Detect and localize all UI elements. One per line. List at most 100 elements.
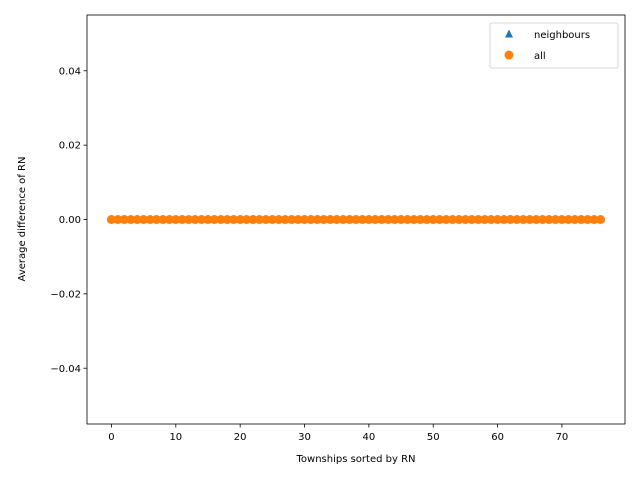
all-point [106, 215, 116, 224]
legend-marker-neighbours [505, 29, 513, 38]
all-point [158, 215, 168, 224]
all-point [139, 215, 149, 224]
all-point [570, 215, 580, 224]
all-point [113, 215, 123, 224]
all-point [325, 215, 335, 224]
all-point [473, 215, 483, 224]
all-point [171, 215, 181, 224]
all-point [357, 215, 367, 224]
x-tick-label: 70 [556, 432, 569, 443]
all-point [254, 215, 264, 224]
all-point [409, 215, 419, 224]
all-point [126, 215, 136, 224]
all-point [312, 215, 322, 224]
all-point [486, 215, 496, 224]
series-all [106, 215, 606, 224]
all-point [518, 215, 528, 224]
y-tick-label: 0.02 [59, 141, 81, 152]
all-point [351, 215, 361, 224]
y-axis-ticks: −0.04 −0.02 0.00 0.02 0.04 [50, 66, 87, 375]
legend-label-all: all [534, 51, 546, 62]
y-axis-label: Average difference of RN [17, 157, 28, 282]
all-point [190, 215, 200, 224]
y-tick-label: 0.04 [59, 66, 81, 77]
all-point [396, 215, 406, 224]
all-point [164, 215, 174, 224]
all-point [293, 215, 303, 224]
all-point [383, 215, 393, 224]
all-point [364, 215, 374, 224]
all-point [402, 215, 412, 224]
all-point [531, 215, 541, 224]
all-point [332, 215, 342, 224]
y-tick-label: −0.04 [50, 364, 81, 375]
all-point [235, 215, 245, 224]
all-point [319, 215, 329, 224]
all-point [583, 215, 593, 224]
all-point [300, 215, 310, 224]
all-point [415, 215, 425, 224]
x-tick-label: 60 [491, 432, 504, 443]
all-point [576, 215, 586, 224]
all-point [267, 215, 277, 224]
all-point [390, 215, 400, 224]
x-axis-label: Townships sorted by RN [295, 454, 415, 465]
all-point [274, 215, 284, 224]
all-point [216, 215, 226, 224]
all-point [145, 215, 155, 224]
all-point [480, 215, 490, 224]
all-point [493, 215, 503, 224]
all-point [287, 215, 297, 224]
legend: neighbours all [489, 22, 619, 69]
all-point [222, 215, 232, 224]
legend-box [489, 22, 619, 69]
all-point [589, 215, 599, 224]
all-point [544, 215, 554, 224]
all-point [422, 215, 432, 224]
legend-marker-all [504, 50, 514, 60]
all-point [119, 215, 129, 224]
all-point [460, 215, 470, 224]
all-point [338, 215, 348, 224]
all-point [345, 215, 355, 224]
x-tick-label: 30 [298, 432, 311, 443]
all-point [596, 215, 606, 224]
x-axis-ticks: 0 10 20 30 40 50 60 70 [108, 424, 568, 443]
all-point [203, 215, 213, 224]
all-point [209, 215, 219, 224]
all-point [132, 215, 142, 224]
all-point [184, 215, 194, 224]
all-point [454, 215, 464, 224]
y-tick-label: −0.02 [50, 289, 81, 300]
all-point [428, 215, 438, 224]
all-point [242, 215, 252, 224]
all-point [505, 215, 515, 224]
y-tick-label: 0.00 [59, 215, 81, 226]
all-point [499, 215, 509, 224]
all-point [441, 215, 451, 224]
all-point [550, 215, 560, 224]
all-point [229, 215, 239, 224]
all-point [177, 215, 187, 224]
x-tick-label: 50 [427, 432, 440, 443]
all-point [512, 215, 522, 224]
all-point [467, 215, 477, 224]
legend-label-neighbours: neighbours [534, 30, 590, 41]
all-point [377, 215, 387, 224]
all-point [538, 215, 548, 224]
x-tick-label: 20 [234, 432, 247, 443]
x-tick-label: 0 [108, 432, 114, 443]
all-point [370, 215, 380, 224]
all-point [197, 215, 207, 224]
all-point [435, 215, 445, 224]
all-point [557, 215, 567, 224]
all-point [248, 215, 258, 224]
all-point [280, 215, 290, 224]
all-point [152, 215, 162, 224]
x-tick-label: 40 [363, 432, 376, 443]
all-point [261, 215, 271, 224]
all-point [525, 215, 535, 224]
all-point [563, 215, 573, 224]
x-tick-label: 10 [169, 432, 182, 443]
